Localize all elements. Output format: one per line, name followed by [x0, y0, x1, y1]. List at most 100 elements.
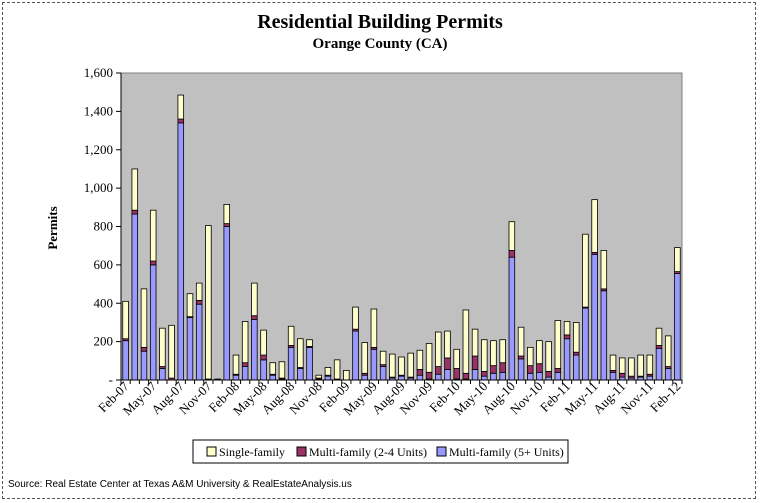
bar-single-family-mar-09 [352, 306, 359, 330]
bar-multi-family-5-units--aug-08 [287, 346, 295, 381]
bar-multi-family-2-4-units--oct-07 [195, 299, 203, 305]
bar-single-family-feb-09 [343, 370, 350, 381]
bar-single-family-aug-08 [287, 325, 295, 346]
bar-multi-family-2-4-units--jan-08 [223, 223, 231, 227]
legend-swatch-multi-family-2-4 [296, 446, 307, 457]
bar-multi-family-2-4-units--feb-10 [453, 368, 460, 380]
bar-single-family-apr-08 [251, 282, 258, 317]
bar-multi-family-5-units--jun-09 [379, 366, 387, 381]
bar-multi-family-2-4-units--dec-11 [655, 345, 663, 349]
bar-single-family-sep-10 [517, 326, 525, 357]
bar-multi-family-2-4-units--may-10 [481, 370, 488, 377]
bar-multi-family-5-units--sep-07 [186, 317, 194, 381]
bar-multi-family-5-units--sep-08 [297, 368, 304, 381]
bar-single-family-sep-07 [186, 293, 194, 318]
bar-multi-family-2-4-units--mar-07 [131, 209, 139, 215]
bar-multi-family-2-4-units--may-07 [149, 260, 157, 266]
y-axis: - 200 400 600 800 1,000 1,200 1,400 1,600 [84, 65, 122, 387]
bar-single-family-jan-09 [333, 359, 341, 380]
legend-label-multi-family-5plus: Multi-family (5+ Units) [449, 445, 564, 459]
bar-single-family-oct-10 [527, 346, 534, 367]
bar-multi-family-2-4-units--aug-11 [618, 372, 626, 378]
bar-multi-family-5-units--oct-10 [527, 372, 534, 381]
bar-multi-family-2-4-units--sep-10 [517, 355, 525, 360]
bar-single-family-apr-09 [361, 342, 368, 374]
bar-multi-family-5-units--jul-10 [499, 371, 506, 381]
bar-multi-family-2-4-units--dec-10 [545, 370, 552, 378]
bar-multi-family-5-units--mar-08 [241, 366, 249, 381]
bar-single-family-nov-07 [205, 225, 212, 380]
bar-single-family-feb-12 [674, 247, 681, 272]
bar-multi-family-5-units--apr-07 [140, 350, 148, 381]
bar-multi-family-2-4-units--aug-07 [177, 118, 185, 124]
bar-single-family-feb-08 [232, 354, 240, 375]
bar-multi-family-5-units--mar-09 [352, 330, 359, 381]
bar-multi-family-2-4-units--oct-10 [527, 365, 534, 374]
bar-single-family-oct-08 [306, 339, 313, 347]
bar-single-family-sep-09 [407, 352, 414, 378]
bar-multi-family-5-units--dec-11 [655, 347, 663, 381]
bar-multi-family-2-4-units--apr-07 [140, 346, 148, 352]
legend-box [192, 439, 569, 464]
bar-multi-family-5-units--mar-11 [572, 354, 580, 381]
bar-single-family-jul-07 [168, 324, 175, 379]
bar-multi-family-2-4-units--apr-10 [471, 355, 479, 370]
bar-single-family-jul-11 [609, 354, 617, 371]
bar-multi-family-5-units--may-08 [260, 359, 267, 381]
bar-multi-family-2-4-units--jul-10 [499, 362, 506, 373]
bar-multi-family-5-units--jan-08 [223, 226, 231, 381]
bar-single-family-feb-11 [563, 321, 571, 336]
bar-single-family-oct-11 [637, 354, 644, 377]
bar-single-family-nov-10 [536, 340, 543, 365]
bar-single-family-jan-08 [223, 204, 231, 225]
bar-single-family-jun-11 [600, 250, 608, 290]
y-tick-label: 600 [94, 257, 114, 272]
bar-single-family-mar-07 [131, 168, 139, 211]
bar-multi-family-5-units--apr-11 [582, 307, 589, 381]
legend-label-single-family: Single-family [219, 445, 285, 459]
y-axis-label: Permits [45, 206, 60, 249]
y-tick-label: 400 [94, 295, 114, 310]
bar-multi-family-5-units--may-09 [370, 348, 378, 381]
bar-single-family-nov-08 [315, 374, 322, 379]
y-tick-label: 1,000 [84, 180, 113, 195]
bar-single-family-dec-10 [545, 341, 552, 372]
bar-multi-family-5-units--may-11 [591, 253, 598, 381]
bar-single-family-may-07 [149, 209, 157, 262]
bar-multi-family-5-units--apr-09 [361, 374, 368, 381]
bar-single-family-jul-08 [278, 361, 286, 379]
bar-single-family-aug-09 [398, 356, 405, 376]
bar-single-family-jan-11 [554, 320, 562, 369]
chart-title: Residential Building Permits [257, 11, 503, 33]
bar-multi-family-2-4-units--jan-10 [444, 357, 451, 370]
bar-multi-family-5-units--jun-11 [600, 290, 608, 381]
bar-multi-family-2-4-units--mar-11 [572, 351, 580, 356]
bar-multi-family-5-units--mar-07 [131, 213, 139, 381]
bar-single-family-may-10 [481, 339, 488, 372]
bar-single-family-dec-11 [655, 327, 663, 346]
x-axis: Feb-07May-07Aug-07Nov-07Feb-08May-08Aug-… [95, 378, 683, 418]
bar-multi-family-5-units--nov-11 [646, 375, 654, 381]
bar-single-family-feb-10 [453, 348, 460, 369]
bar-multi-family-5-units--feb-12 [674, 273, 681, 381]
y-tick-label: 1,600 [84, 65, 113, 80]
bar-multi-family-5-units--aug-09 [398, 375, 405, 381]
bar-single-family-may-08 [260, 329, 267, 356]
bar-multi-family-5-units--nov-10 [536, 371, 543, 381]
y-tick-label: 800 [94, 219, 114, 234]
legend-swatch-multi-family-5plus [436, 446, 447, 457]
y-tick-label: 200 [94, 334, 114, 349]
bar-multi-family-5-units--jun-10 [490, 372, 497, 381]
bar-multi-family-2-4-units--feb-11 [563, 334, 571, 340]
bar-single-family-may-09 [370, 308, 378, 348]
legend-swatch-single-family [206, 446, 217, 457]
bar-multi-family-5-units--apr-10 [471, 369, 479, 381]
bar-multi-family-2-4-units--mar-08 [241, 362, 249, 367]
bar-single-family-jun-07 [159, 327, 166, 367]
bar-multi-family-2-4-units--aug-10 [508, 250, 516, 258]
bar-multi-family-5-units--jan-10 [444, 369, 451, 381]
bar-multi-family-5-units--feb-08 [232, 374, 240, 381]
bar-single-family-dec-08 [324, 367, 332, 376]
y-tick-label: - [109, 372, 113, 387]
bar-multi-family-5-units--feb-07 [122, 340, 129, 381]
